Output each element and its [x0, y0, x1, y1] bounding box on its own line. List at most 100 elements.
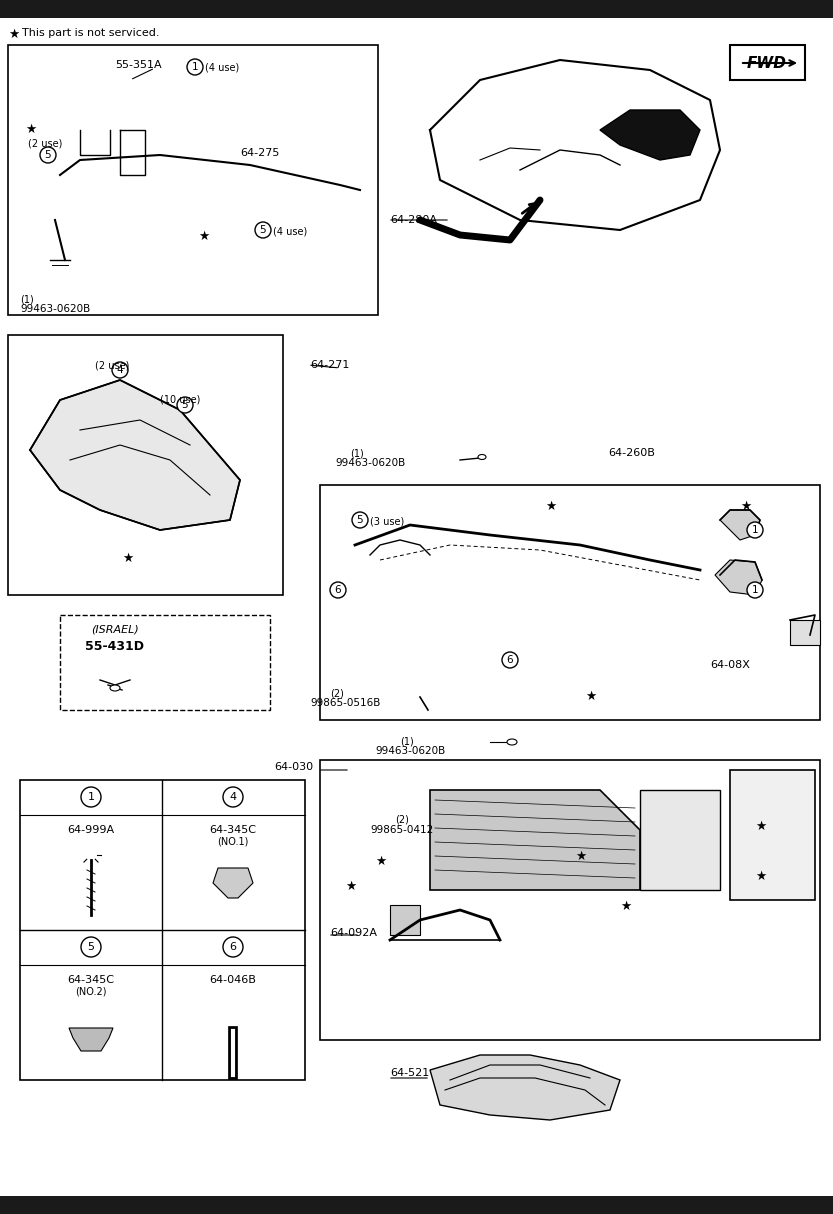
Text: ★: ★	[740, 500, 751, 514]
Bar	[790, 620, 820, 645]
Text: 5: 5	[87, 942, 94, 952]
Polygon shape	[430, 1055, 620, 1121]
Text: 6: 6	[506, 656, 513, 665]
Text: 64-345C: 64-345C	[67, 975, 114, 985]
Bar	[8, 335, 283, 595]
Text: 1: 1	[87, 792, 94, 802]
Circle shape	[81, 845, 101, 866]
Circle shape	[177, 397, 193, 413]
Text: (4 use): (4 use)	[273, 226, 307, 236]
Text: ★: ★	[345, 880, 357, 894]
Bar	[60, 615, 270, 710]
Text: ★: ★	[755, 870, 766, 883]
Polygon shape	[213, 868, 253, 898]
Text: 64-260B: 64-260B	[608, 448, 655, 458]
Text: 99463-0620B: 99463-0620B	[335, 458, 405, 469]
Text: 5: 5	[260, 225, 267, 236]
Circle shape	[223, 787, 243, 807]
Circle shape	[352, 512, 368, 528]
Text: 64-345C: 64-345C	[210, 826, 257, 835]
Text: 64-030: 64-030	[274, 762, 313, 772]
Text: 64-275: 64-275	[240, 148, 279, 158]
Circle shape	[255, 222, 271, 238]
Text: (3 use): (3 use)	[370, 516, 404, 526]
Bar	[730, 45, 805, 80]
Text: (NO.2): (NO.2)	[75, 987, 107, 997]
Circle shape	[229, 1016, 237, 1023]
Text: 4: 4	[117, 365, 123, 375]
Text: 1: 1	[751, 524, 758, 535]
Text: ★: ★	[8, 28, 19, 41]
Text: (2 use): (2 use)	[95, 361, 129, 370]
Text: ★: ★	[575, 850, 586, 863]
Circle shape	[40, 147, 56, 163]
Polygon shape	[715, 560, 762, 595]
Text: ★: ★	[620, 900, 631, 913]
Circle shape	[502, 652, 518, 668]
Text: 64-521: 64-521	[390, 1068, 429, 1078]
Text: (10 use): (10 use)	[160, 395, 201, 405]
Bar	[0, 1196, 833, 1214]
Text: 64-999A: 64-999A	[67, 826, 115, 835]
Polygon shape	[720, 510, 760, 540]
Text: (2): (2)	[330, 688, 344, 698]
Text: 1: 1	[192, 62, 198, 72]
Polygon shape	[640, 790, 720, 890]
Text: ★: ★	[755, 819, 766, 833]
Text: (2 use): (2 use)	[28, 138, 62, 148]
Polygon shape	[30, 380, 240, 531]
Bar	[320, 486, 820, 720]
Bar	[0, 0, 833, 18]
Ellipse shape	[507, 739, 517, 745]
Text: 5: 5	[357, 515, 363, 524]
Text: (4 use): (4 use)	[205, 63, 239, 73]
Text: 64-092A: 64-092A	[330, 927, 377, 938]
Circle shape	[187, 59, 203, 75]
Text: (2): (2)	[395, 815, 409, 826]
Circle shape	[330, 582, 346, 599]
Text: (1): (1)	[400, 736, 414, 745]
Text: ★: ★	[545, 500, 556, 514]
Text: 64-08X: 64-08X	[710, 660, 750, 670]
Text: FWD: FWD	[747, 56, 787, 70]
Text: (ISRAEL): (ISRAEL)	[91, 625, 139, 635]
Circle shape	[112, 362, 128, 378]
Text: 55-351A: 55-351A	[115, 59, 162, 70]
Bar	[20, 781, 305, 1080]
Text: (1): (1)	[20, 295, 34, 305]
Circle shape	[223, 937, 243, 957]
Polygon shape	[226, 1060, 240, 1078]
Ellipse shape	[478, 454, 486, 460]
Text: 6: 6	[230, 942, 237, 952]
Text: 5: 5	[45, 151, 52, 160]
Text: 55-431D: 55-431D	[86, 640, 144, 653]
Ellipse shape	[110, 685, 120, 691]
Bar	[320, 760, 820, 1040]
Polygon shape	[600, 110, 700, 160]
Text: 1: 1	[751, 585, 758, 595]
Text: ★: ★	[375, 855, 387, 868]
Polygon shape	[430, 790, 640, 890]
Text: (NO.1): (NO.1)	[217, 836, 249, 847]
Text: This part is not serviced.: This part is not serviced.	[22, 28, 159, 38]
Circle shape	[222, 1009, 244, 1031]
Text: 64-046B: 64-046B	[210, 975, 257, 985]
Polygon shape	[730, 770, 815, 900]
Text: ★: ★	[122, 552, 133, 565]
Text: 64-271: 64-271	[310, 361, 349, 370]
Polygon shape	[86, 1051, 96, 1061]
Text: ★: ★	[585, 690, 596, 703]
Polygon shape	[69, 1028, 113, 1051]
Text: 5: 5	[182, 399, 188, 410]
Text: 99865-0412: 99865-0412	[370, 826, 433, 835]
Polygon shape	[390, 904, 420, 935]
Text: 99865-0516B: 99865-0516B	[310, 698, 381, 708]
Text: (1): (1)	[350, 448, 364, 458]
Text: 6: 6	[335, 585, 342, 595]
Text: ★: ★	[25, 123, 37, 136]
Circle shape	[81, 937, 101, 957]
Text: 99463-0620B: 99463-0620B	[375, 745, 446, 756]
Circle shape	[747, 582, 763, 599]
Bar	[8, 45, 378, 314]
Text: 99463-0620B: 99463-0620B	[20, 304, 90, 314]
